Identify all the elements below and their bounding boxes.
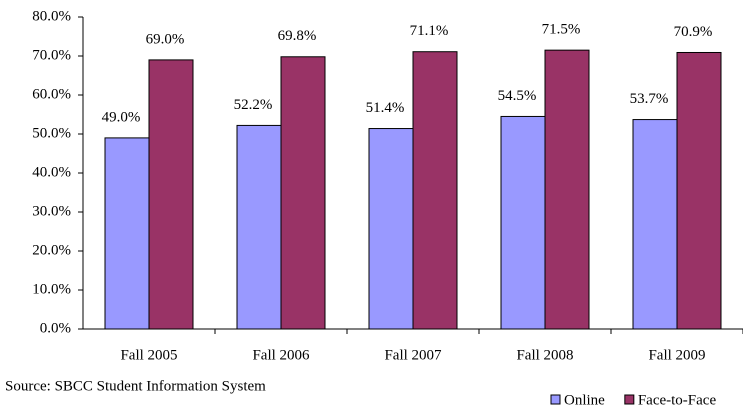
bar (676, 51, 722, 330)
value-label: 69.0% (146, 31, 185, 47)
legend-label: Face-to-Face (638, 392, 717, 408)
bar (368, 128, 414, 330)
bar (280, 56, 326, 330)
value-label: 70.9% (674, 24, 713, 40)
value-label: 51.4% (366, 100, 405, 116)
bar (632, 119, 678, 330)
y-tick-label: 80.0% (32, 8, 71, 24)
source-note: Source: SBCC Student Information System (5, 378, 266, 394)
bar (412, 51, 458, 330)
bar (500, 115, 546, 330)
value-label: 53.7% (630, 91, 669, 107)
legend-swatch (550, 394, 561, 405)
x-tick-label: Fall 2007 (384, 347, 442, 363)
x-tick-label: Fall 2008 (516, 347, 573, 363)
x-tick-label: Fall 2009 (648, 347, 705, 363)
y-tick-label: 70.0% (32, 47, 71, 63)
y-tick-label: 50.0% (32, 125, 71, 141)
y-tick-label: 60.0% (32, 86, 71, 102)
y-tick-label: 10.0% (32, 281, 71, 297)
value-label: 69.8% (278, 28, 317, 44)
x-tick-label: Fall 2006 (252, 347, 310, 363)
bar (544, 49, 590, 330)
y-tick-label: 40.0% (32, 164, 71, 180)
bar (236, 124, 282, 330)
value-label: 54.5% (498, 88, 537, 104)
value-label: 71.1% (410, 23, 449, 39)
y-tick-label: 0.0% (40, 320, 71, 336)
value-label: 52.2% (234, 97, 273, 113)
value-label: 49.0% (102, 109, 141, 125)
bar (148, 59, 194, 330)
bar (104, 137, 150, 330)
x-tick-label: Fall 2005 (120, 347, 177, 363)
value-label: 71.5% (542, 22, 581, 38)
legend-swatch (624, 394, 635, 405)
y-tick-label: 30.0% (32, 203, 71, 219)
legend-label: Online (564, 392, 605, 408)
y-tick-label: 20.0% (32, 242, 71, 258)
